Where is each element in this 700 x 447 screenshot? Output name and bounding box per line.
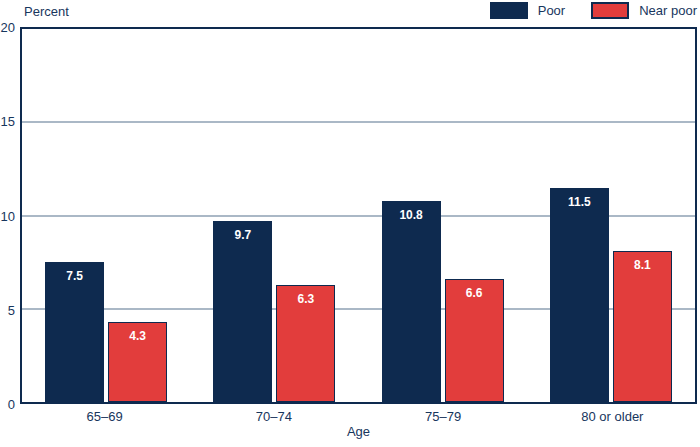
bar-value-label: 10.8: [383, 208, 440, 222]
x-category-label-2: 75–79: [359, 409, 528, 425]
legend-label-poor: Poor: [538, 3, 565, 18]
bar-poor-1: 9.7: [213, 221, 272, 402]
bar-value-label: 8.1: [614, 258, 671, 272]
bar-poor-3: 11.5: [550, 188, 609, 402]
legend-swatch-near-poor: [591, 2, 629, 19]
legend-swatch-poor: [490, 2, 528, 19]
bar-value-label: 4.3: [109, 329, 166, 343]
bar-poor-0: 7.5: [45, 262, 104, 402]
bar-value-label: 7.5: [46, 269, 103, 283]
plot-area: 7.5 4.3 9.7 6.3 10.8 6.6 11.5 8.1: [20, 27, 697, 404]
bar-near-poor-0: 4.3: [108, 322, 167, 402]
y-tick-label-15: 15: [1, 114, 15, 129]
bar-poor-2: 10.8: [382, 201, 441, 402]
x-category-label-3: 80 or older: [528, 409, 697, 425]
y-tick-label-0: 0: [8, 397, 15, 412]
bar-groups: 7.5 4.3 9.7 6.3 10.8 6.6 11.5 8.1: [22, 29, 695, 402]
bar-near-poor-3: 8.1: [613, 251, 672, 402]
y-tick-label-10: 10: [1, 208, 15, 223]
legend-item-poor: Poor: [490, 2, 565, 19]
bar-group-0: 7.5 4.3: [22, 29, 190, 402]
legend-label-near-poor: Near poor: [639, 3, 697, 18]
x-axis-labels: 65–6970–7475–7980 or older: [20, 409, 697, 425]
bar-chart: Percent Poor Near poor 7.5 4.3 9.7 6.3 10.8 6…: [0, 0, 700, 447]
x-category-label-0: 65–69: [20, 409, 189, 425]
y-tick-label-20: 20: [1, 20, 15, 35]
legend-item-near-poor: Near poor: [591, 2, 697, 19]
bar-value-label: 11.5: [551, 195, 608, 209]
bar-value-label: 9.7: [214, 228, 271, 242]
bar-group-2: 10.8 6.6: [359, 29, 527, 402]
bar-group-1: 9.7 6.3: [190, 29, 358, 402]
legend: Poor Near poor: [490, 2, 697, 19]
bar-value-label: 6.3: [277, 292, 334, 306]
bar-group-3: 11.5 8.1: [527, 29, 695, 402]
x-category-label-1: 70–74: [189, 409, 358, 425]
y-axis-ticks: 05101520: [0, 27, 15, 404]
x-axis-title: Age: [20, 424, 697, 439]
bar-near-poor-2: 6.6: [445, 279, 504, 402]
bar-near-poor-1: 6.3: [276, 285, 335, 402]
y-tick-label-5: 5: [8, 302, 15, 317]
y-axis-title: Percent: [24, 4, 69, 19]
bar-value-label: 6.6: [446, 286, 503, 300]
